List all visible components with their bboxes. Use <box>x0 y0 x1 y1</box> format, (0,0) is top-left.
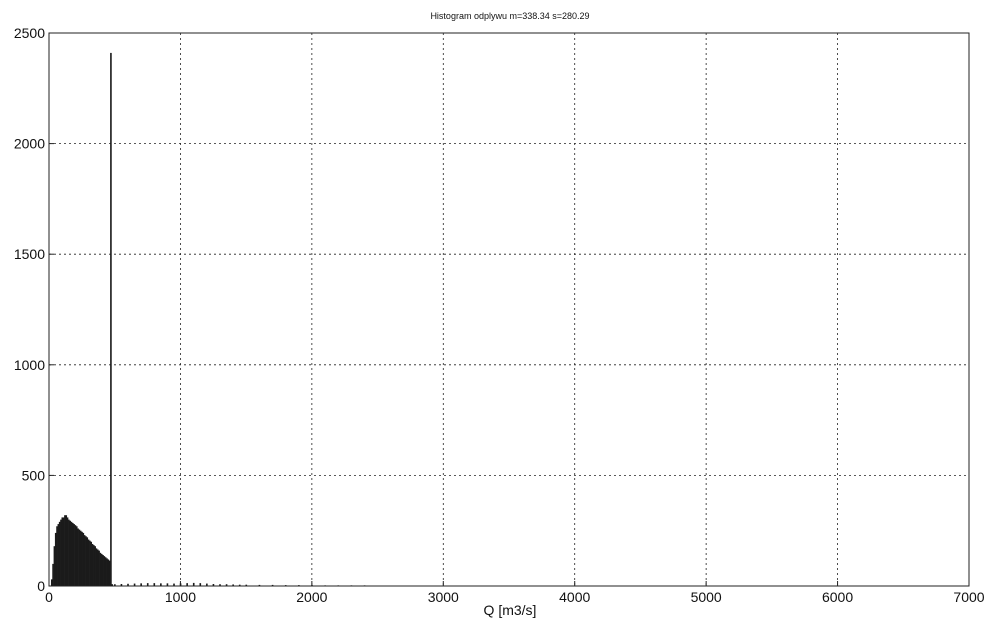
y-tick-label: 2000 <box>14 136 45 152</box>
histogram-bar <box>140 583 142 586</box>
histogram-bar <box>73 524 75 586</box>
histogram-bar <box>78 529 81 586</box>
x-tick-label: 4000 <box>559 589 590 605</box>
x-axis-ticks: 0 1000 2000 3000 4000 5000 6000 7000 <box>45 581 985 605</box>
histogram-bar <box>271 584 274 586</box>
y-tick-label: 1000 <box>14 357 45 373</box>
histogram-bar <box>96 549 99 586</box>
histogram-bar <box>75 526 78 586</box>
histogram-bar <box>146 583 149 586</box>
x-tick-label: 0 <box>45 589 53 605</box>
grid <box>49 33 969 586</box>
histogram-bar <box>57 524 60 586</box>
histogram-bar <box>95 548 98 586</box>
x-tick-label: 2000 <box>296 589 327 605</box>
histogram-bar <box>54 532 57 586</box>
x-axis-label: Q [m3/s] <box>484 602 537 618</box>
histogram-bar <box>86 537 89 586</box>
histogram-bar <box>103 556 106 586</box>
histogram-bar <box>127 583 129 586</box>
histogram-bar <box>133 583 136 586</box>
histogram-bar <box>102 555 104 586</box>
histogram-bar <box>62 517 65 586</box>
histogram-bar <box>74 525 77 586</box>
histogram-bar <box>100 553 103 586</box>
histogram-bar <box>52 563 54 586</box>
histogram-bar <box>212 584 215 586</box>
x-tick-label: 5000 <box>691 589 722 605</box>
histogram-bar <box>61 517 64 586</box>
histogram-bar <box>107 559 110 586</box>
histogram-bar <box>66 517 69 586</box>
histogram-bar <box>111 584 114 586</box>
y-tick-label: 500 <box>22 467 46 483</box>
histogram-bar <box>160 583 162 586</box>
histogram-bar <box>77 528 79 586</box>
histogram-bar <box>186 583 188 586</box>
histogram-bar <box>99 552 102 586</box>
histogram-bar <box>166 583 169 586</box>
histogram-bar <box>65 515 68 586</box>
histogram-bar <box>50 579 53 586</box>
histogram-bar <box>110 52 112 586</box>
histogram-bar <box>120 584 123 586</box>
histogram-bar <box>258 584 261 586</box>
histogram-bar <box>56 526 58 586</box>
histogram-bar <box>58 521 61 586</box>
plot-frame <box>48 32 970 587</box>
x-tick-label: 1000 <box>165 589 196 605</box>
histogram-bar <box>104 557 107 586</box>
histogram-bar <box>81 531 83 586</box>
histogram-bar <box>83 535 86 586</box>
histogram-bar <box>98 550 100 586</box>
histogram-bar <box>79 530 82 586</box>
y-axis-ticks: 0 500 1000 1500 2000 2500 <box>14 25 54 594</box>
histogram-bar <box>106 558 108 586</box>
histogram-bar <box>70 521 73 586</box>
histogram-bar <box>199 583 202 586</box>
histogram-bar <box>64 515 66 586</box>
chart-title: Histogram odplywu m=338.34 s=280.29 <box>430 11 589 21</box>
x-tick-label: 7000 <box>953 589 984 605</box>
y-tick-label: 0 <box>37 578 45 594</box>
histogram-bar <box>82 532 85 586</box>
x-tick-label: 6000 <box>822 589 853 605</box>
x-tick-label: 3000 <box>428 589 459 605</box>
histogram-bar <box>245 584 248 586</box>
histogram-bars <box>50 52 944 587</box>
y-tick-label: 2500 <box>14 25 45 41</box>
histogram-bar <box>60 519 62 586</box>
histogram-bar <box>94 546 96 586</box>
histogram-bar <box>89 540 91 586</box>
histogram-bar <box>53 546 56 586</box>
histogram-bar <box>69 520 71 586</box>
histogram-bar <box>93 545 95 586</box>
histogram-bar <box>114 584 116 586</box>
histogram-bar <box>238 584 241 586</box>
y-tick-label: 1500 <box>14 246 45 262</box>
histogram-bar <box>108 560 111 586</box>
histogram-bar <box>173 583 175 586</box>
histogram-bar <box>232 584 234 586</box>
histogram-bar <box>153 583 156 586</box>
histogram-bar <box>225 584 228 586</box>
histogram-bar <box>206 583 208 586</box>
histogram-bar <box>85 536 87 586</box>
histogram-bar <box>72 522 74 586</box>
histogram-bar <box>91 543 94 586</box>
histogram-bar <box>192 582 195 586</box>
histogram-bar <box>90 541 93 586</box>
histogram-bar <box>87 539 90 586</box>
histogram-bar <box>68 519 70 586</box>
histogram-bar <box>219 584 221 586</box>
